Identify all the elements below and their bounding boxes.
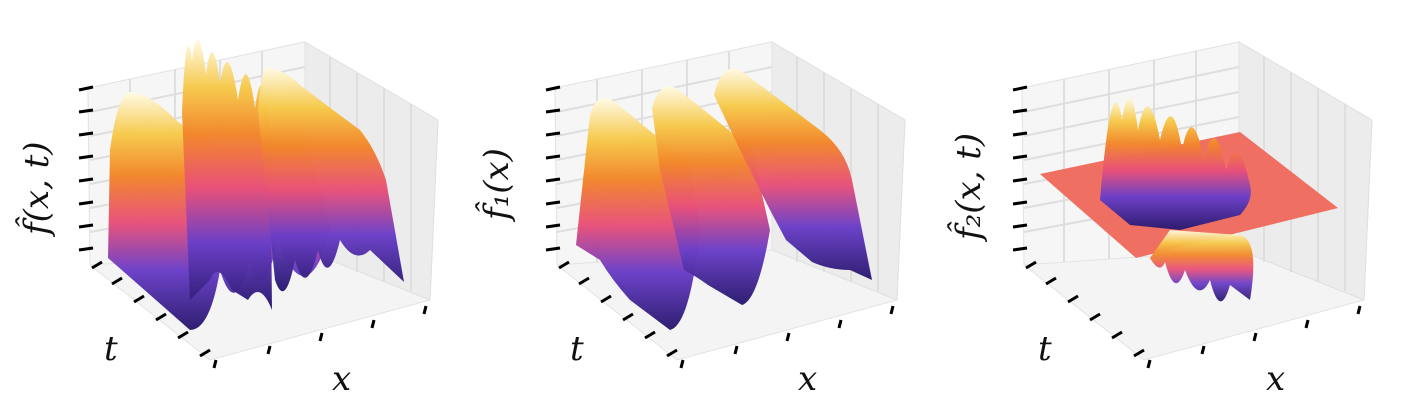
panel-1-ylabel: t <box>104 329 118 369</box>
panel-3-y-ticks <box>1025 260 1145 358</box>
panel-3-surface <box>1040 97 1338 302</box>
panel-3-x-ticks <box>1146 305 1362 369</box>
panel-1-zlabel: f̂(x, t) <box>15 141 57 238</box>
panel-1-x-ticks <box>212 305 428 369</box>
panel-2-zlabel: f̂₁(x) <box>475 148 517 223</box>
panel-2-surface <box>576 68 872 330</box>
panel-2-x-ticks <box>679 305 895 369</box>
panel-1-surface <box>108 39 404 330</box>
panel-2-ylabel: t <box>570 329 584 369</box>
panel-3-ylabel: t <box>1038 329 1052 369</box>
panel-1: f̂(x, t) t x <box>15 39 439 399</box>
panel-2-y-ticks <box>558 260 678 358</box>
panel-2-xlabel: x <box>798 359 817 399</box>
panel-3-xlabel: x <box>1266 359 1285 399</box>
panel-3: f̂₂(x, t) t x <box>947 41 1373 399</box>
panel-2-z-ticks <box>545 85 561 252</box>
panel-1-y-ticks <box>91 260 211 358</box>
panel-2: f̂₁(x) t x <box>475 41 906 399</box>
panel-1-xlabel: x <box>332 359 351 399</box>
panel-3-z-ticks <box>1012 85 1028 252</box>
panel-3-zlabel: f̂₂(x, t) <box>947 133 989 243</box>
panel-1-z-ticks <box>78 85 94 252</box>
